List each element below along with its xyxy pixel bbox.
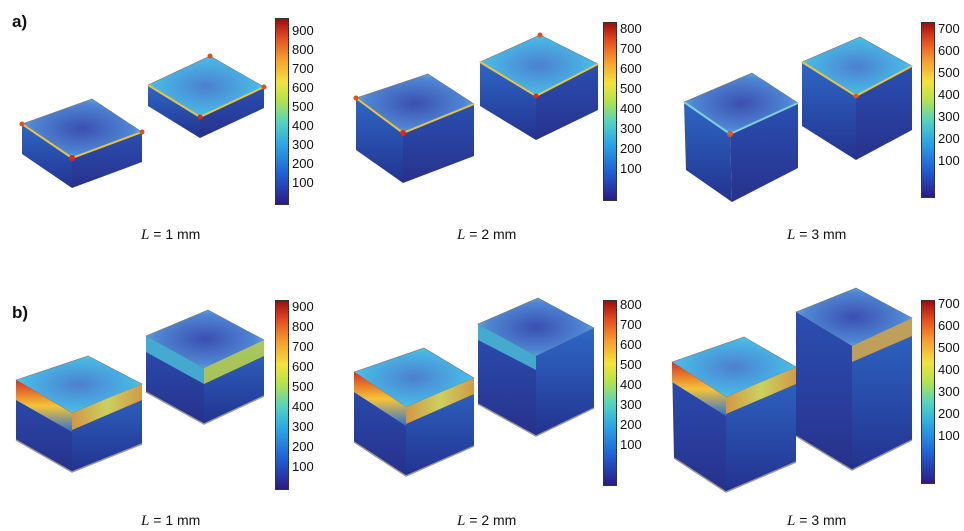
caption-equals: = xyxy=(465,512,482,528)
caption-a3: L = 3 mm xyxy=(787,226,846,244)
tick: 900 xyxy=(292,23,314,38)
tick: 700 xyxy=(620,317,642,332)
tick: 100 xyxy=(938,428,960,443)
caption-a1: L = 1 mm xyxy=(141,226,200,244)
tick: 200 xyxy=(292,156,314,171)
tick: 600 xyxy=(292,359,314,374)
block-a1-left xyxy=(19,98,145,188)
caption-equals: = xyxy=(465,226,482,242)
tick: 200 xyxy=(938,131,960,146)
block-a1-right xyxy=(147,53,267,138)
tick: 500 xyxy=(938,340,960,355)
caption-variable: L xyxy=(787,227,796,243)
tick: 500 xyxy=(938,65,960,80)
caption-variable: L xyxy=(787,513,796,529)
caption-variable: L xyxy=(141,227,150,243)
tick: 800 xyxy=(292,319,314,334)
caption-equals: = xyxy=(149,226,166,242)
block-a2-right xyxy=(479,32,599,140)
tick: 500 xyxy=(292,99,314,114)
colorbar-b3-ticks: 700 600 500 400 300 200 100 xyxy=(938,297,964,457)
tick: 500 xyxy=(620,357,642,372)
block-a3-left xyxy=(683,72,799,202)
caption-equals: = xyxy=(149,512,166,528)
tick: 100 xyxy=(292,175,314,190)
tick: 300 xyxy=(938,384,960,399)
block-a2-left xyxy=(353,73,475,183)
tick: 900 xyxy=(292,299,314,314)
tick: 200 xyxy=(620,417,642,432)
tick: 400 xyxy=(620,377,642,392)
tick: 800 xyxy=(620,297,642,312)
tick: 500 xyxy=(620,81,642,96)
panel-label-a: a) xyxy=(12,12,28,31)
caption-value: 1 mm xyxy=(165,226,201,242)
tick: 200 xyxy=(938,406,960,421)
block-a3-right xyxy=(801,36,913,160)
caption-b1: L = 1 mm xyxy=(141,512,200,530)
colorbar-a3 xyxy=(921,22,935,198)
caption-b3: L = 3 mm xyxy=(787,512,846,530)
block-b3-left xyxy=(671,336,797,493)
caption-variable: L xyxy=(457,513,466,529)
tick: 100 xyxy=(620,437,642,452)
block-b1-left xyxy=(15,355,143,473)
tick: 800 xyxy=(620,21,642,36)
panel-label-b: b) xyxy=(12,303,29,322)
caption-value: 1 mm xyxy=(165,512,201,528)
tick: 400 xyxy=(292,399,314,414)
tick: 100 xyxy=(620,161,642,176)
caption-value: 2 mm xyxy=(481,512,517,528)
caption-equals: = xyxy=(795,226,812,242)
block-b1-right xyxy=(145,309,265,425)
caption-b2: L = 2 mm xyxy=(457,512,516,530)
caption-variable: L xyxy=(141,513,150,529)
tick: 800 xyxy=(292,42,314,57)
tick: 600 xyxy=(620,61,642,76)
tick: 300 xyxy=(620,397,642,412)
caption-variable: L xyxy=(457,227,466,243)
tick: 100 xyxy=(938,153,960,168)
colorbar-a1 xyxy=(275,18,289,205)
tick: 700 xyxy=(292,61,314,76)
colorbar-a2 xyxy=(603,22,617,201)
tick: 400 xyxy=(938,362,960,377)
tick: 500 xyxy=(292,379,314,394)
tick: 700 xyxy=(292,339,314,354)
tick: 300 xyxy=(938,109,960,124)
tick: 400 xyxy=(938,87,960,102)
tick: 400 xyxy=(620,101,642,116)
caption-value: 2 mm xyxy=(481,226,517,242)
tick: 700 xyxy=(620,41,642,56)
tick: 300 xyxy=(620,121,642,136)
tick: 600 xyxy=(938,43,960,58)
caption-equals: = xyxy=(795,512,812,528)
caption-value: 3 mm xyxy=(811,226,847,242)
tick: 200 xyxy=(292,439,314,454)
tick: 400 xyxy=(292,118,314,133)
block-b2-right xyxy=(477,297,595,437)
block-b2-left xyxy=(353,347,475,477)
block-b3-right xyxy=(795,287,913,471)
tick: 300 xyxy=(292,419,314,434)
tick: 600 xyxy=(292,80,314,95)
tick: 100 xyxy=(292,459,314,474)
tick: 700 xyxy=(938,21,960,36)
caption-value: 3 mm xyxy=(811,512,847,528)
tick: 300 xyxy=(292,137,314,152)
colorbar-b1 xyxy=(275,300,289,490)
colorbar-b2 xyxy=(603,300,617,486)
tick: 600 xyxy=(938,318,960,333)
tick: 600 xyxy=(620,337,642,352)
tick: 200 xyxy=(620,141,642,156)
colorbar-b3 xyxy=(921,300,935,484)
tick: 700 xyxy=(938,297,960,311)
caption-a2: L = 2 mm xyxy=(457,226,516,244)
